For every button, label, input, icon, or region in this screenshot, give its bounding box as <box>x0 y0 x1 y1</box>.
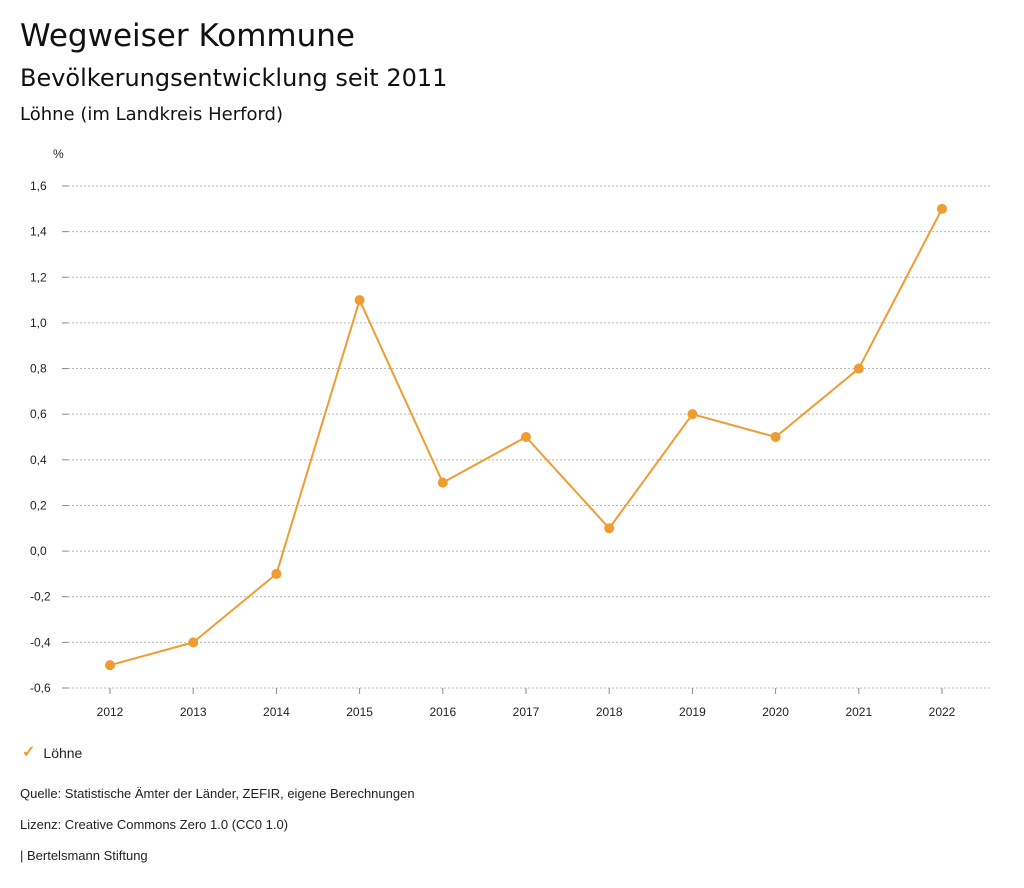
data-point[interactable] <box>271 568 282 579</box>
y-tick-label: 0,8 <box>30 362 47 376</box>
data-point[interactable] <box>937 203 947 214</box>
y-tick-label: 0,2 <box>30 498 47 512</box>
region-label: Löhne (im Landkreis Herford) <box>20 104 284 125</box>
license-note: Lizenz: Creative Commons Zero 1.0 (CC0 1… <box>20 817 289 832</box>
data-point[interactable] <box>105 660 115 671</box>
y-tick-label: -0,2 <box>30 590 51 604</box>
x-tick-label: 2019 <box>679 705 706 719</box>
y-tick-label: -0,4 <box>30 635 51 649</box>
y-tick-label: -0,6 <box>30 681 51 695</box>
data-point[interactable] <box>521 432 531 442</box>
legend-label: Löhne <box>43 745 83 761</box>
y-tick-label: 1,0 <box>30 316 47 330</box>
y-axis-ticks: 1,6 1,4 1,2 1,0 0,8 0,6 0,4 0,2 0,0 -0,2 -0,4 -0,6 <box>30 179 68 695</box>
data-point[interactable] <box>687 409 698 420</box>
x-tick-label: 2016 <box>429 705 456 719</box>
x-tick-label: 2015 <box>346 705 373 719</box>
y-tick-label: 1,4 <box>30 225 47 239</box>
publisher-note: | Bertelsmann Stiftung <box>20 848 148 863</box>
data-point[interactable] <box>188 637 199 648</box>
chart-title: Wegweiser Kommune <box>20 18 355 54</box>
grid-lines <box>68 185 990 689</box>
x-tick-label: 2012 <box>97 705 124 719</box>
y-tick-label: 0,6 <box>30 407 47 421</box>
data-point[interactable] <box>354 295 365 306</box>
y-tick-label: 1,2 <box>30 270 47 284</box>
y-axis-unit-label: % <box>53 147 64 161</box>
chart-subtitle: Bevölkerungsentwicklung seit 2011 <box>20 64 448 92</box>
series-layer <box>105 203 947 671</box>
x-tick-label: 2014 <box>263 705 290 719</box>
x-tick-label: 2013 <box>180 705 207 719</box>
line-chart: % 1,6 1,4 1,2 1,0 0,8 0,6 0,4 0,2 0,0 -0,2 -0,4 -0,… <box>30 147 990 719</box>
check-icon: ✓ <box>22 744 36 761</box>
x-tick-label: 2020 <box>762 705 789 719</box>
y-tick-label: 0,0 <box>30 544 47 558</box>
x-axis-ticks: 2012 2013 2014 2015 2016 2017 2018 2019 2020 2021… <box>97 688 956 719</box>
data-point[interactable] <box>853 363 864 374</box>
data-point[interactable] <box>770 432 781 442</box>
x-tick-label: 2022 <box>929 705 956 719</box>
x-tick-label: 2017 <box>513 705 540 719</box>
source-note: Quelle: Statistische Ämter der Länder, Z… <box>20 786 415 801</box>
y-tick-label: 1,6 <box>30 179 47 193</box>
data-point[interactable] <box>437 477 448 488</box>
x-tick-label: 2021 <box>845 705 872 719</box>
data-point[interactable] <box>604 523 615 534</box>
x-tick-label: 2018 <box>596 705 623 719</box>
y-tick-label: 0,4 <box>30 453 47 467</box>
legend[interactable]: ✓ Löhne <box>22 744 83 762</box>
